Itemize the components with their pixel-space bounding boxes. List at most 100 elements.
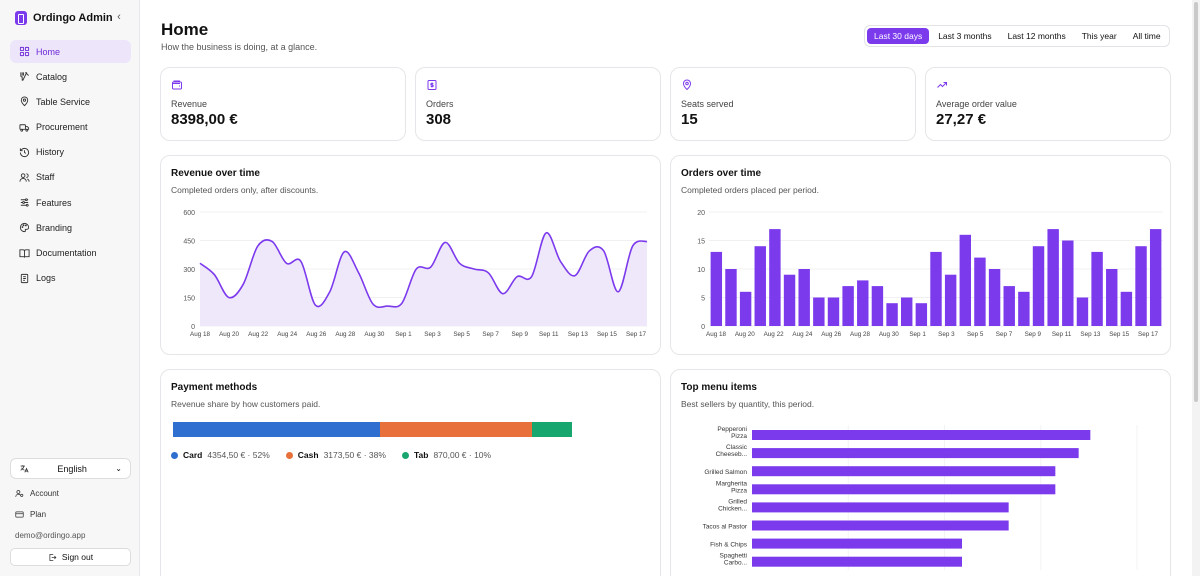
range-option[interactable]: Last 30 days (867, 28, 930, 44)
y-tick-label: 0 (701, 324, 705, 331)
scrollbar-thumb[interactable] (1194, 2, 1198, 402)
page-scrollbar[interactable] (1192, 0, 1200, 576)
sidebar-item-history[interactable]: History (10, 141, 131, 164)
logs-icon (18, 272, 30, 284)
payment-methods-card: Payment methods Revenue share by how cus… (160, 369, 661, 576)
sidebar-item-table-service[interactable]: Table Service (10, 90, 131, 113)
x-tick-label: Sep 5 (453, 331, 470, 338)
plan-label: Plan (30, 510, 47, 519)
sidebar-item-features[interactable]: Features (10, 191, 131, 214)
x-tick-label: Aug 26 (306, 331, 326, 338)
menu-item-label: Spaghetti (720, 553, 747, 560)
menu-item-bar (752, 556, 962, 567)
collapse-sidebar-chevron-left-icon[interactable]: ‹ (117, 11, 121, 23)
chevron-down-icon: ⌄ (115, 464, 122, 473)
wallet-icon (171, 78, 183, 90)
menu-item-label: Margherita (716, 480, 747, 487)
sidebar-item-label: History (36, 147, 65, 158)
y-tick-label: 5 (701, 296, 705, 303)
order-bar (813, 297, 825, 326)
sidebar-item-staff[interactable]: Staff (10, 166, 131, 189)
x-tick-label: Sep 17 (1138, 331, 1158, 338)
order-bar (1135, 246, 1147, 326)
sidebar-item-logs[interactable]: Logs (10, 267, 131, 290)
orders-bar-chart: 0 5 10 15 20 Aug 18 Aug 20 Aug 22 Aug 24 Aug 26 Au… (697, 210, 1163, 338)
x-tick-label: Aug 30 (364, 331, 384, 338)
menu-item-label: Tacos al Pastor (703, 524, 748, 531)
language-select[interactable]: English ⌄ (10, 458, 131, 479)
x-tick-label: Aug 22 (764, 331, 784, 338)
sign-out-button[interactable]: Sign out (10, 548, 131, 566)
order-bar (900, 297, 913, 326)
order-bar (974, 257, 986, 326)
y-tick-label: 20 (697, 210, 705, 217)
sidebar-item-label: Table Service (36, 96, 91, 107)
page-subtitle: How the business is doing, at a glance. (161, 42, 318, 52)
card-subtitle: Best sellers by quantity, this period. (681, 399, 815, 409)
range-option[interactable]: Last 12 months (1007, 31, 1066, 41)
kpi-label: Revenue (171, 99, 208, 109)
card-title: Top menu items (681, 382, 757, 393)
range-option[interactable]: This year (1081, 31, 1117, 41)
kpi-label: Seats served (681, 99, 734, 109)
order-bar (857, 280, 869, 326)
x-tick-label: Aug 28 (850, 331, 870, 338)
x-tick-label: Aug 18 (706, 331, 726, 338)
order-bar (915, 303, 928, 326)
x-tick-label: Sep 3 (938, 331, 955, 338)
kpi-value: 8398,00 € (171, 111, 238, 128)
plan-link[interactable]: Plan (15, 510, 46, 519)
order-bar (783, 274, 796, 326)
order-bar (769, 229, 781, 326)
x-tick-label: Sep 17 (626, 331, 646, 338)
menu-item-label: Pizza (731, 487, 747, 494)
menu-item-label: Classic (726, 444, 748, 451)
legend-value: 3173,50 € · 38% (323, 450, 386, 460)
account-link[interactable]: Account (15, 489, 59, 498)
payment-segment-cash (380, 422, 533, 437)
payment-share-bar (173, 422, 572, 437)
card-subtitle: Revenue share by how customers paid. (171, 399, 321, 409)
order-bar (754, 246, 766, 326)
brand[interactable]: Ordingo Admin (15, 10, 113, 26)
kpi-label: Average order value (936, 99, 1017, 109)
sidebar-item-home[interactable]: Home (10, 40, 131, 63)
legend-name: Card (183, 450, 203, 460)
order-bar (827, 297, 840, 326)
sidebar-item-label: Features (36, 197, 72, 208)
x-tick-label: Sep 7 (482, 331, 499, 338)
sidebar-item-documentation[interactable]: Documentation (10, 242, 131, 265)
grid-icon (18, 46, 30, 58)
app-name: Ordingo Admin (33, 12, 113, 24)
range-option[interactable]: Last 3 months (938, 31, 992, 41)
y-tick-label: 450 (183, 239, 195, 246)
range-option[interactable]: All time (1132, 31, 1161, 41)
order-bar (1062, 240, 1074, 326)
sidebar-item-label: Staff (36, 172, 55, 183)
x-tick-label: Aug 30 (879, 331, 899, 338)
menu-item-label: Carbo... (724, 560, 747, 567)
menu-item-label: Grilled Salmon (704, 469, 747, 476)
legend-dot (285, 451, 293, 459)
card-title: Orders over time (681, 168, 762, 179)
sidebar-item-procurement[interactable]: Procurement (10, 116, 131, 139)
menu-item-label: Cheeseb... (716, 451, 748, 458)
kpi-value: 15 (681, 111, 698, 128)
x-tick-label: Sep 7 (996, 331, 1013, 338)
order-bar (1047, 229, 1059, 326)
x-tick-label: Aug 20 (219, 331, 239, 338)
sidebar-item-catalog[interactable]: Catalog (10, 65, 131, 88)
revenue-area-chart: 0 150 300 450 600 Aug 18 Aug 20 Aug 22 Aug 24 Aug… (183, 210, 648, 338)
legend-value: 4354,50 € · 52% (207, 450, 270, 460)
legend-item: Card 4354,50 € · 52% (171, 450, 270, 460)
app-logo (15, 11, 27, 25)
menu-item-bar (752, 502, 1009, 513)
sidebar-item-branding[interactable]: Branding (10, 216, 131, 239)
x-tick-label: Sep 1 (909, 331, 926, 338)
sidebar-item-label: Branding (36, 222, 73, 233)
menu-item-bar (752, 466, 1056, 477)
menu-item-bar (752, 484, 1056, 495)
order-bar (930, 251, 942, 326)
y-tick-label: 600 (183, 210, 195, 217)
sidebar-item-label: Procurement (36, 122, 88, 133)
